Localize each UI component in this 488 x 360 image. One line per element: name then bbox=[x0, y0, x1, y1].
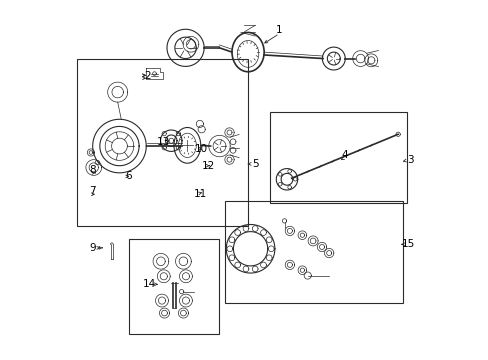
Text: 10: 10 bbox=[194, 144, 207, 154]
Bar bbox=[224, 202, 403, 303]
Text: 14: 14 bbox=[143, 279, 156, 289]
Bar bbox=[270, 112, 406, 203]
Bar bbox=[129, 239, 219, 334]
Text: 9: 9 bbox=[89, 243, 96, 253]
Text: 2: 2 bbox=[144, 71, 150, 81]
Text: 6: 6 bbox=[125, 171, 131, 181]
Text: 3: 3 bbox=[407, 156, 413, 165]
Text: 5: 5 bbox=[251, 159, 258, 169]
Text: 11: 11 bbox=[194, 189, 207, 199]
Text: 12: 12 bbox=[202, 161, 215, 171]
Text: 4: 4 bbox=[341, 150, 347, 160]
Text: 7: 7 bbox=[89, 186, 96, 197]
Text: 8: 8 bbox=[89, 165, 96, 175]
Text: 1: 1 bbox=[276, 25, 282, 35]
Text: 13: 13 bbox=[156, 138, 169, 148]
Text: 15: 15 bbox=[401, 239, 415, 249]
Bar bbox=[77, 59, 247, 226]
